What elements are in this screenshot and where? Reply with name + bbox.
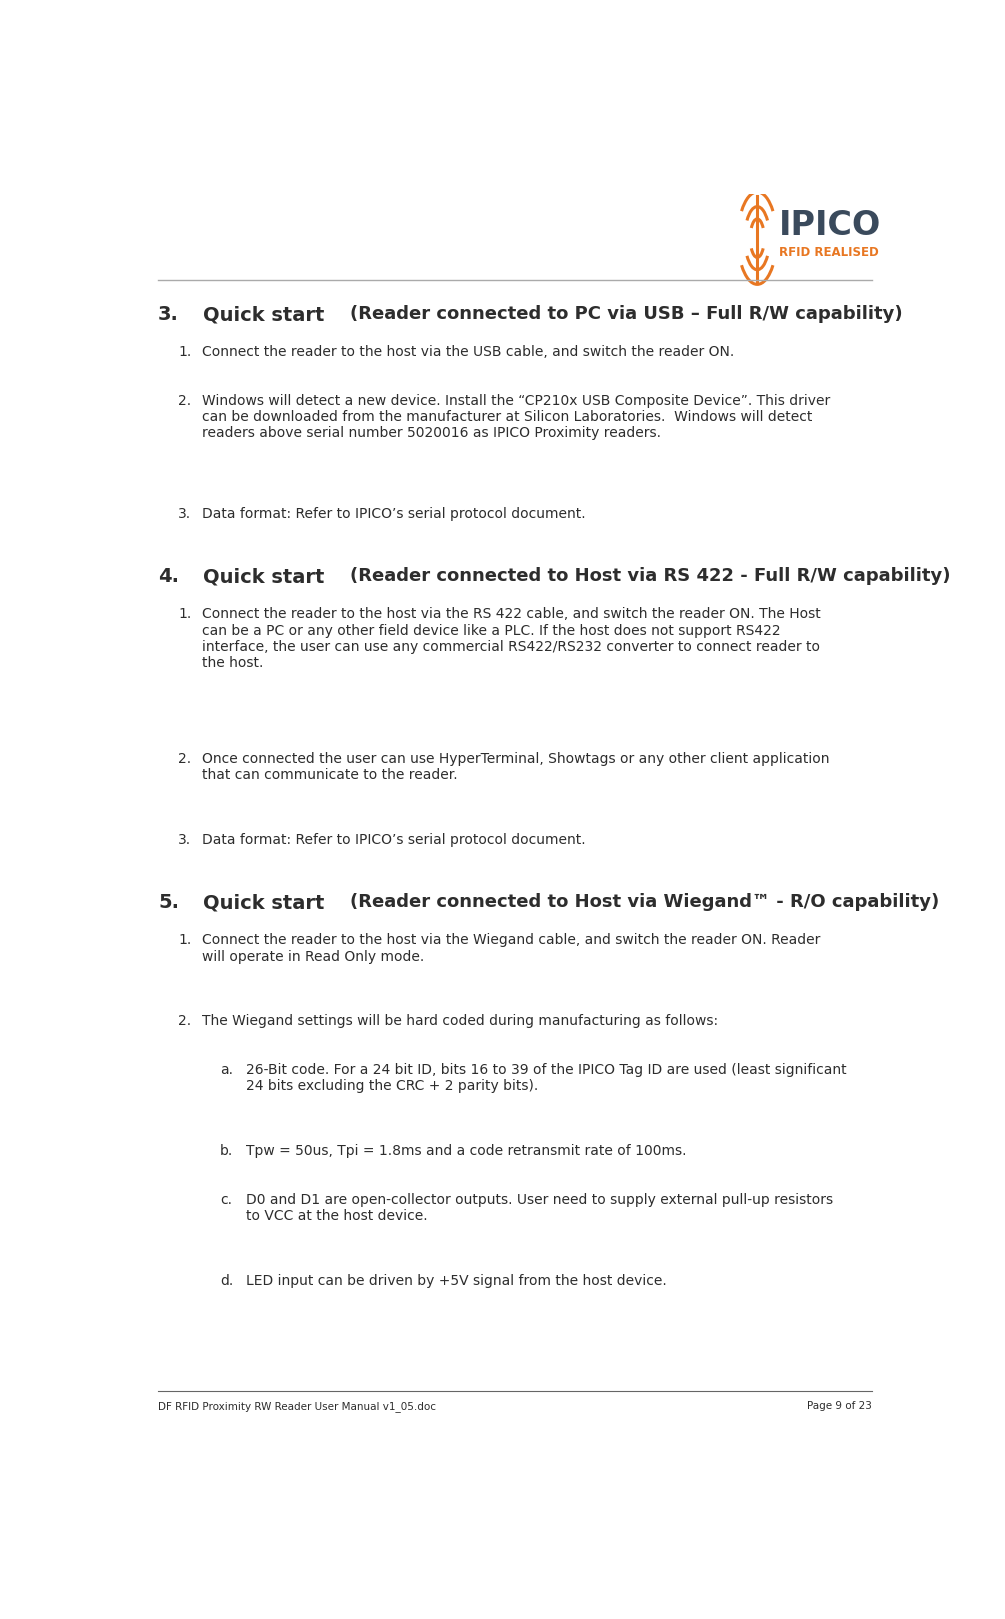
Text: Page 9 of 23: Page 9 of 23 <box>807 1400 872 1410</box>
Text: (Reader connected to Host via Wiegand™ - R/O capability): (Reader connected to Host via Wiegand™ -… <box>351 894 940 911</box>
Text: Connect the reader to the host via the Wiegand cable, and switch the reader ON. : Connect the reader to the host via the W… <box>202 934 820 963</box>
Text: c.: c. <box>220 1193 232 1208</box>
Text: 1.: 1. <box>178 345 192 359</box>
Text: IPICO: IPICO <box>779 209 881 241</box>
Text: Once connected the user can use HyperTerminal, Showtags or any other client appl: Once connected the user can use HyperTer… <box>202 753 829 782</box>
Text: 5.: 5. <box>158 894 179 913</box>
Text: The Wiegand settings will be hard coded during manufacturing as follows:: The Wiegand settings will be hard coded … <box>202 1015 718 1028</box>
Text: 4.: 4. <box>158 567 179 586</box>
Text: 26-Bit code. For a 24 bit ID, bits 16 to 39 of the IPICO Tag ID are used (least : 26-Bit code. For a 24 bit ID, bits 16 to… <box>246 1064 846 1093</box>
Text: 1.: 1. <box>178 934 192 947</box>
Text: (Reader connected to Host via RS 422 - Full R/W capability): (Reader connected to Host via RS 422 - F… <box>351 567 951 586</box>
Text: LED input can be driven by +5V signal from the host device.: LED input can be driven by +5V signal fr… <box>246 1274 666 1287</box>
Text: 2.: 2. <box>178 393 191 408</box>
Text: Connect the reader to the host via the USB cable, and switch the reader ON.: Connect the reader to the host via the U… <box>202 345 734 359</box>
Text: D0 and D1 are open-collector outputs. User need to supply external pull-up resis: D0 and D1 are open-collector outputs. Us… <box>246 1193 833 1224</box>
Text: Data format: Refer to IPICO’s serial protocol document.: Data format: Refer to IPICO’s serial pro… <box>202 507 585 521</box>
Text: Quick start: Quick start <box>203 304 325 324</box>
Text: Data format: Refer to IPICO’s serial protocol document.: Data format: Refer to IPICO’s serial pro… <box>202 834 585 847</box>
Text: 2.: 2. <box>178 1015 191 1028</box>
Text: a.: a. <box>220 1064 233 1077</box>
Text: Windows will detect a new device. Install the “CP210x USB Composite Device”. Thi: Windows will detect a new device. Instal… <box>202 393 830 440</box>
Text: Quick start: Quick start <box>203 894 325 913</box>
Text: 3.: 3. <box>178 507 191 521</box>
Text: RFID REALISED: RFID REALISED <box>779 246 878 259</box>
Text: DF RFID Proximity RW Reader User Manual v1_05.doc: DF RFID Proximity RW Reader User Manual … <box>158 1400 436 1412</box>
Text: (Reader connected to PC via USB – Full R/W capability): (Reader connected to PC via USB – Full R… <box>351 304 903 324</box>
Text: 3.: 3. <box>158 304 179 324</box>
Text: 2.: 2. <box>178 753 191 766</box>
Text: d.: d. <box>220 1274 233 1287</box>
Text: b.: b. <box>220 1145 233 1158</box>
Text: 1.: 1. <box>178 607 192 622</box>
Text: Tpw = 50us, Tpi = 1.8ms and a code retransmit rate of 100ms.: Tpw = 50us, Tpi = 1.8ms and a code retra… <box>246 1145 686 1158</box>
Text: Quick start: Quick start <box>203 567 325 586</box>
Text: 3.: 3. <box>178 834 191 847</box>
Text: Connect the reader to the host via the RS 422 cable, and switch the reader ON. T: Connect the reader to the host via the R… <box>202 607 820 670</box>
